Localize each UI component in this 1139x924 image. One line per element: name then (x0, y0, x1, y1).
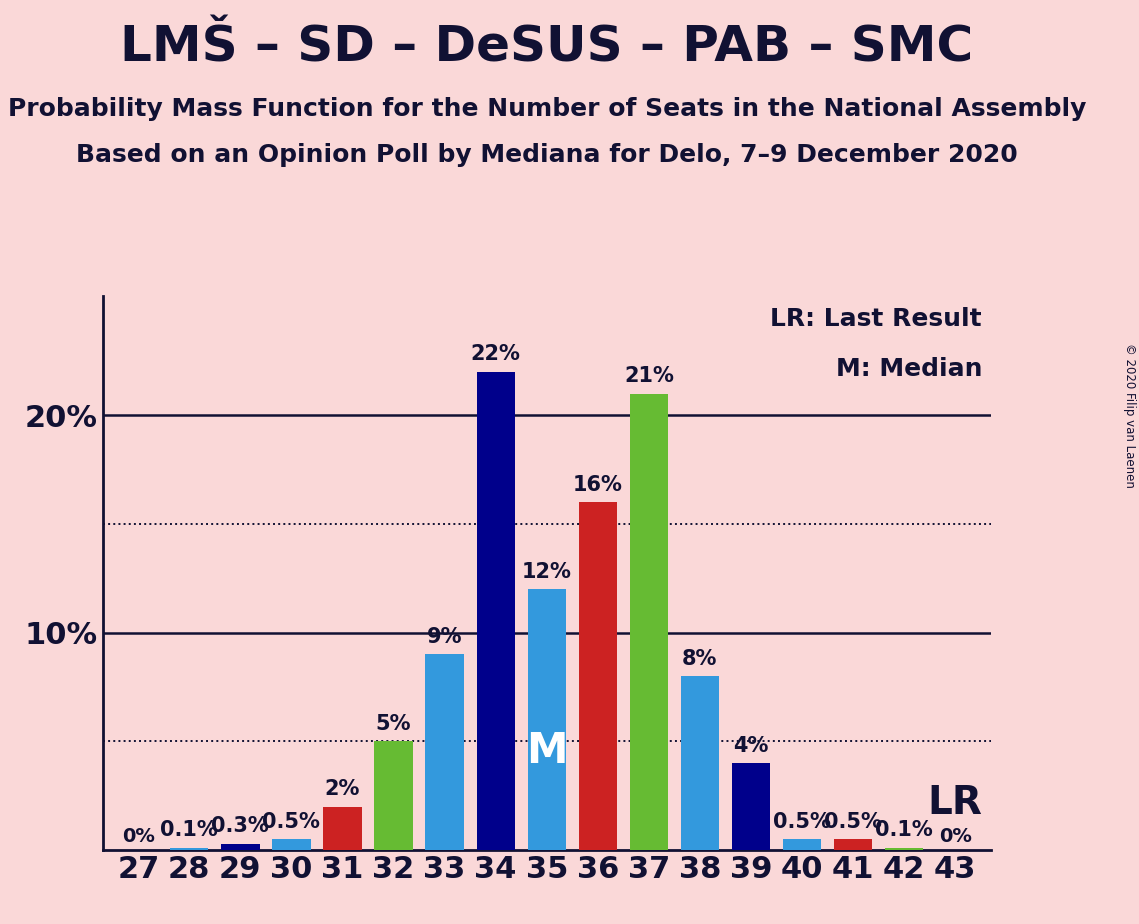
Text: 0.5%: 0.5% (262, 811, 320, 832)
Bar (834, 839, 872, 850)
Text: 0%: 0% (122, 827, 155, 845)
Bar (426, 654, 464, 850)
Bar (221, 844, 260, 850)
Bar (731, 763, 770, 850)
Bar (885, 848, 924, 850)
Text: 0%: 0% (939, 827, 972, 845)
Text: 9%: 9% (427, 626, 462, 647)
Bar (170, 848, 208, 850)
Text: LR: LR (927, 784, 982, 822)
Bar (527, 590, 566, 850)
Text: Probability Mass Function for the Number of Seats in the National Assembly: Probability Mass Function for the Number… (8, 97, 1085, 121)
Text: 0.3%: 0.3% (212, 816, 269, 836)
Text: 0.1%: 0.1% (161, 821, 219, 840)
Bar (476, 371, 515, 850)
Text: 5%: 5% (376, 713, 411, 734)
Text: 2%: 2% (325, 779, 360, 799)
Text: 0.5%: 0.5% (825, 811, 882, 832)
Text: M: M (526, 730, 567, 772)
Text: 8%: 8% (682, 649, 718, 669)
Text: LR: Last Result: LR: Last Result (770, 307, 982, 331)
Text: 22%: 22% (470, 344, 521, 364)
Bar (681, 676, 719, 850)
Text: 4%: 4% (734, 736, 769, 756)
Bar (272, 839, 311, 850)
Text: M: Median: M: Median (836, 357, 982, 381)
Text: 16%: 16% (573, 475, 623, 494)
Bar (579, 503, 617, 850)
Text: 12%: 12% (522, 562, 572, 581)
Bar (630, 394, 667, 850)
Text: 21%: 21% (624, 366, 674, 386)
Text: © 2020 Filip van Laenen: © 2020 Filip van Laenen (1123, 344, 1137, 488)
Text: Based on an Opinion Poll by Mediana for Delo, 7–9 December 2020: Based on an Opinion Poll by Mediana for … (76, 143, 1017, 167)
Bar (782, 839, 821, 850)
Bar (375, 741, 412, 850)
Text: 0.1%: 0.1% (875, 821, 933, 840)
Text: LMŠ – SD – DeSUS – PAB – SMC: LMŠ – SD – DeSUS – PAB – SMC (120, 23, 974, 71)
Bar (323, 807, 361, 850)
Text: 0.5%: 0.5% (773, 811, 831, 832)
